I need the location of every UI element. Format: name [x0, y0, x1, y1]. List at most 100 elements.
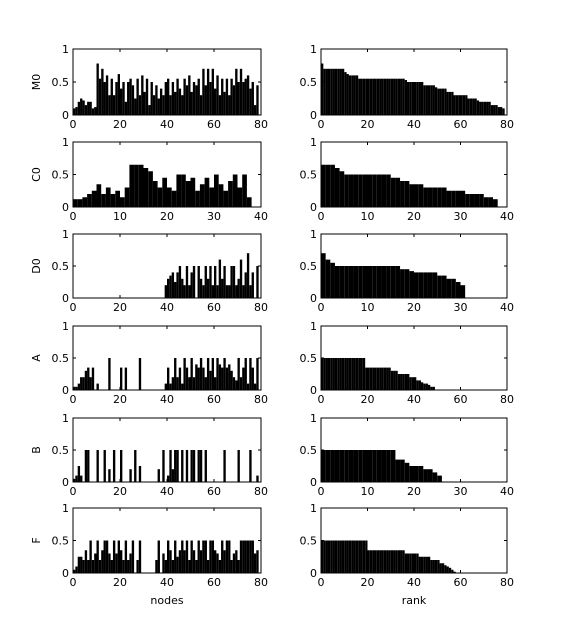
bar [197, 540, 200, 573]
bar [430, 560, 433, 573]
bar [237, 82, 240, 115]
bar [75, 386, 78, 390]
bar [497, 107, 501, 115]
bar [376, 550, 380, 573]
y-tick-label: 0.5 [300, 76, 318, 89]
bar [221, 367, 224, 390]
bar [367, 550, 370, 573]
bar [157, 540, 160, 573]
y-axis-label: A [30, 354, 43, 362]
bar [330, 164, 335, 207]
bar [409, 377, 412, 390]
bar [404, 462, 410, 482]
bar [383, 78, 387, 115]
bar [129, 469, 132, 482]
bar [355, 358, 359, 390]
x-tick-label: 40 [160, 301, 174, 314]
bar [237, 278, 240, 298]
bar [228, 364, 231, 390]
bar [218, 259, 222, 298]
bar [337, 358, 340, 390]
bar [427, 556, 431, 573]
bar [185, 367, 189, 390]
bar [216, 285, 219, 298]
bar [89, 377, 92, 390]
bar [344, 450, 349, 482]
bar [122, 82, 125, 115]
bar [467, 98, 470, 115]
bar [251, 272, 254, 298]
x-tick-label: 20 [113, 118, 127, 131]
bar [77, 199, 83, 207]
bar [358, 358, 361, 390]
x-tick-label: 40 [407, 118, 421, 131]
bar [87, 367, 90, 390]
bar [379, 367, 382, 390]
subplot: 0 20 40 60 80 0 0.5 1 D0 [30, 228, 268, 314]
bar [80, 98, 83, 115]
bar [423, 187, 428, 207]
x-tick-label: 20 [407, 485, 421, 498]
bar [235, 68, 238, 115]
bar [211, 285, 214, 298]
bar [195, 364, 198, 390]
bar [82, 197, 88, 207]
bar [188, 560, 191, 573]
bar [376, 367, 380, 390]
bar [407, 374, 410, 390]
bar [127, 82, 130, 115]
bar [134, 450, 137, 482]
bar [204, 540, 207, 573]
y-tick-label: 1 [62, 228, 69, 241]
bar [204, 377, 207, 390]
bar [337, 68, 340, 115]
bar [94, 553, 97, 573]
bar [80, 556, 83, 573]
bar [120, 450, 123, 482]
bar [353, 358, 356, 390]
bar [87, 194, 92, 207]
bar [344, 72, 347, 115]
bar [242, 174, 247, 207]
y-tick-label: 1 [310, 412, 317, 425]
bar [197, 367, 200, 390]
bar [500, 107, 503, 115]
y-tick-label: 0 [62, 292, 69, 305]
bar [148, 171, 153, 207]
bar [167, 540, 170, 573]
x-axis-label: rank [402, 594, 427, 607]
bar [164, 285, 167, 298]
bar [209, 266, 212, 298]
bar [209, 82, 212, 115]
subplot: 0 20 40 60 80 0 0.5 1 B [30, 412, 268, 498]
y-tick-label: 0.5 [300, 260, 318, 273]
bar [400, 269, 405, 298]
bar [369, 550, 373, 573]
y-tick-label: 0 [310, 384, 317, 397]
bar [129, 78, 132, 115]
bar [256, 358, 259, 390]
x-tick-label: 0 [70, 118, 77, 131]
bar [103, 450, 106, 482]
bar [423, 85, 426, 115]
bar [108, 358, 111, 390]
bar [110, 560, 113, 573]
bar [80, 475, 83, 482]
bar [176, 272, 179, 298]
bar [120, 197, 125, 207]
bar [323, 358, 326, 390]
bar [155, 85, 158, 115]
bar [171, 560, 175, 573]
x-tick-label: 40 [407, 576, 421, 589]
bar [339, 540, 342, 573]
bar [411, 377, 414, 390]
bar [446, 190, 452, 207]
bar [455, 190, 461, 207]
bar [321, 63, 324, 115]
bar [214, 377, 217, 390]
bar [400, 550, 403, 573]
bar [162, 553, 165, 573]
bar [469, 194, 475, 207]
x-axis-label: nodes [150, 594, 183, 607]
